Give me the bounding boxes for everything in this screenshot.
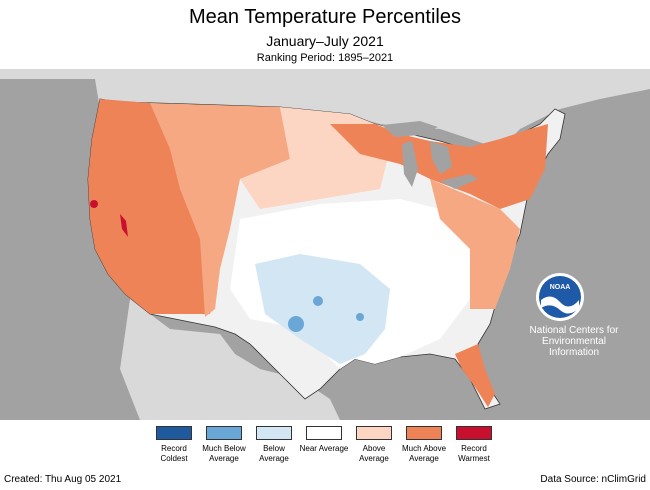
ncei-label: National Centers for Environmental Infor… — [529, 325, 619, 358]
created-date: Created: Thu Aug 05 2021 — [4, 474, 122, 485]
lake-huron — [430, 141, 452, 174]
legend-item: Record Warmest — [449, 426, 499, 464]
mountain-above — [150, 103, 290, 317]
legend-swatch — [156, 426, 192, 440]
legend-swatch — [456, 426, 492, 440]
legend-label: Record Warmest — [458, 444, 490, 463]
record-warm-1 — [90, 200, 98, 208]
record-warm-2 — [120, 214, 128, 237]
legend-swatch — [306, 426, 342, 440]
legend-swatch — [356, 426, 392, 440]
canada-land — [0, 69, 650, 149]
legend-item: Much Below Average — [199, 426, 249, 464]
map-subtitle: January–July 2021 — [266, 33, 384, 49]
much-below-3 — [356, 313, 364, 321]
much-below-1 — [288, 316, 304, 332]
legend-item: Above Average — [349, 426, 399, 464]
legend-item: Near Average — [299, 426, 349, 454]
south-below — [255, 254, 390, 364]
data-source: Data Source: nClimGrid — [540, 474, 646, 485]
lake-erie — [440, 174, 478, 189]
lake-superior — [382, 121, 438, 137]
legend-swatch — [256, 426, 292, 440]
legend-label: Record Coldest — [160, 444, 188, 463]
us-temperature-map — [0, 69, 650, 420]
noaa-logo: NOAA — [536, 273, 584, 321]
svg-text:NOAA: NOAA — [550, 284, 571, 291]
legend: Record Coldest Much Below Average Below Av… — [149, 426, 499, 482]
legend-label: Above Average — [359, 444, 389, 463]
east-above — [430, 179, 520, 309]
map-title: Mean Temperature Percentiles — [189, 6, 461, 28]
legend-label: Much Above Average — [401, 444, 447, 463]
legend-item: Below Average — [249, 426, 299, 464]
legend-item: Much Above Average — [399, 426, 449, 464]
much-below-2 — [313, 296, 323, 306]
legend-item: Record Coldest — [149, 426, 199, 464]
florida-much-above — [455, 344, 495, 407]
mexico-land — [120, 299, 340, 420]
lake-michigan — [402, 141, 418, 187]
legend-label: Much Below Average — [202, 444, 246, 463]
legend-label: Near Average — [299, 444, 349, 453]
legend-swatch — [406, 426, 442, 440]
ranking-period: Ranking Period: 1895–2021 — [256, 52, 394, 64]
legend-swatch — [206, 426, 242, 440]
legend-label: Below Average — [259, 444, 289, 463]
west-much-above — [88, 99, 220, 314]
